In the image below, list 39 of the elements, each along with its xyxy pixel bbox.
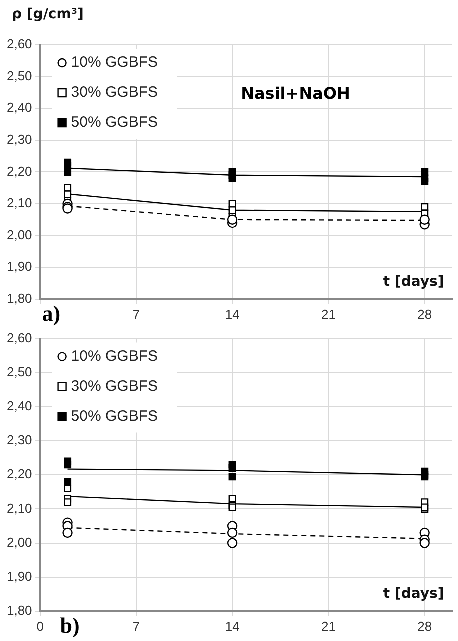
text: a) bbox=[42, 301, 61, 326]
y-tick-label: 1,90 bbox=[6, 568, 32, 584]
x-axis-title: t [days] bbox=[383, 274, 444, 290]
y-tick-label: 2,30 bbox=[6, 432, 32, 448]
text: b) bbox=[60, 613, 80, 638]
x-tick-label: 0 bbox=[36, 618, 44, 634]
legend-label: 10% GGBFS bbox=[71, 54, 158, 72]
x-tick-label: 7 bbox=[132, 618, 140, 634]
annotation: Nasil+NaOH bbox=[241, 84, 350, 104]
y-tick-label: 1,80 bbox=[6, 602, 32, 618]
y-tick-label: 2,50 bbox=[6, 364, 32, 380]
legend-label: 30% GGBFS bbox=[71, 84, 158, 102]
y-tick-label: 2,00 bbox=[6, 227, 32, 242]
x-tick-label: 21 bbox=[321, 306, 336, 322]
x-axis-title: t [days] bbox=[383, 586, 444, 602]
y-tick-label: 2,30 bbox=[6, 132, 32, 147]
x-tick-label: 14 bbox=[225, 618, 240, 634]
x-tick-label: 14 bbox=[225, 306, 240, 322]
y-tick-label: 2,20 bbox=[6, 466, 32, 482]
y-tick-label: 1,80 bbox=[6, 290, 32, 306]
x-tick-label: 7 bbox=[132, 306, 140, 322]
legend-label: 50% GGBFS bbox=[71, 408, 158, 425]
legend-label: 50% GGBFS bbox=[71, 114, 158, 132]
y-tick-label: 2,40 bbox=[6, 398, 32, 414]
x-tick-label: 28 bbox=[418, 306, 432, 322]
y-tick-label: 2,60 bbox=[6, 330, 32, 346]
legend-label: 10% GGBFS bbox=[71, 348, 158, 365]
y-tick-label: 2,10 bbox=[6, 196, 32, 211]
y-tick-label: 2,40 bbox=[6, 100, 32, 116]
y-tick-label: 2,10 bbox=[6, 500, 32, 516]
y-tick-label: 1,90 bbox=[6, 259, 32, 274]
y-tick-label: 2,50 bbox=[6, 68, 32, 84]
x-tick-label: 28 bbox=[418, 618, 432, 634]
y-tick-label: 2,20 bbox=[6, 164, 32, 179]
y-tick-label: 2,00 bbox=[6, 534, 32, 550]
y-axis-title: ρ [g/cm³] bbox=[12, 6, 84, 23]
legend-label: 30% GGBFS bbox=[71, 378, 158, 395]
y-tick-label: 2,60 bbox=[6, 36, 32, 52]
x-tick-label: 21 bbox=[321, 618, 336, 634]
